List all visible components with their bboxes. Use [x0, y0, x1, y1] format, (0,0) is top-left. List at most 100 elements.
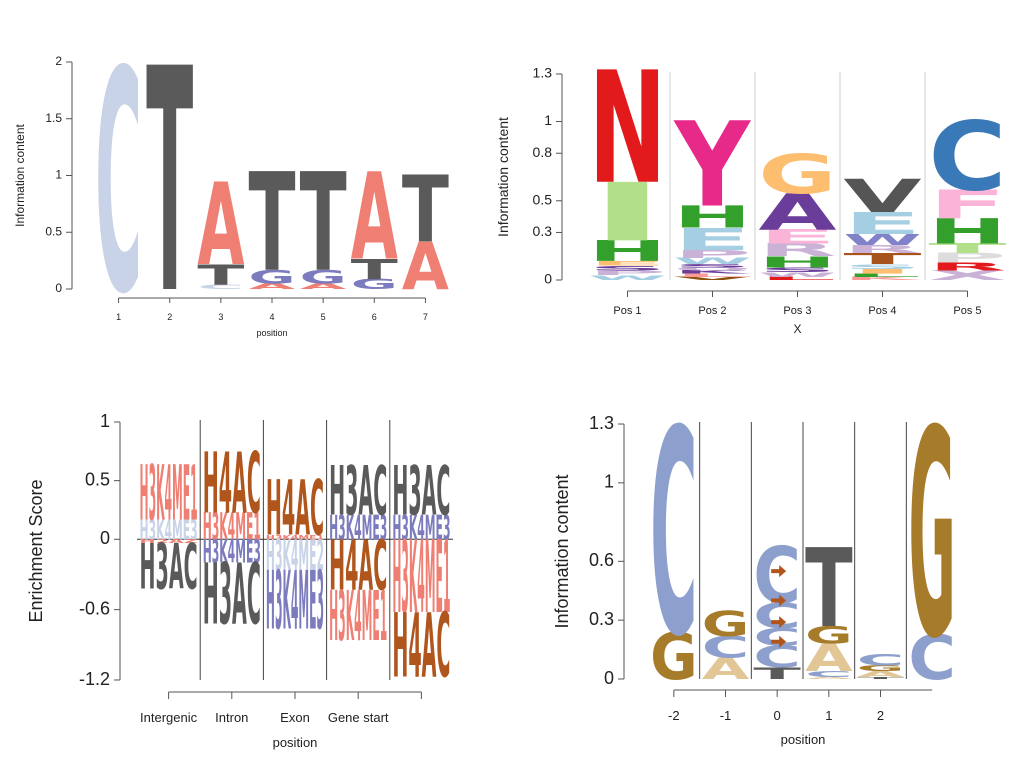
logo-letter: H3K4ME3: [203, 533, 261, 571]
transition-arrow-icon: [771, 565, 787, 578]
y-tick-label: 0.3: [533, 223, 553, 239]
logo-letter: P: [588, 269, 666, 277]
y-tick-label: 0.3: [589, 609, 614, 629]
y-tick-label: 0.5: [85, 469, 110, 489]
logo-letter: H: [758, 253, 836, 271]
logo-letter: W: [843, 231, 921, 249]
logo-letter: G: [702, 604, 750, 644]
y-tick-label: 1: [604, 472, 614, 492]
logo-letter: H: [928, 212, 1006, 252]
logo-letter: A: [197, 159, 244, 291]
logo-letter: Q: [673, 267, 751, 272]
logo-letter: S: [843, 263, 921, 271]
logo-letter: C: [197, 283, 244, 290]
x-tick-label: Pos 3: [783, 305, 811, 317]
logo-letter: H3K4ME3: [392, 508, 450, 547]
logo-letter: T: [300, 145, 347, 302]
logo-panel-2: 0 0.3 0.5 0.8 1 1.3 Information content Pos 1 Po…: [495, 40, 1007, 336]
logo-letter: A: [300, 282, 348, 291]
x-tick-label: 0: [774, 708, 781, 723]
logo-letter: T: [402, 158, 449, 264]
y-axis-label: Information content: [552, 474, 572, 628]
logo-letter: G: [908, 371, 956, 702]
logo-letter: H3K4ME1: [266, 534, 324, 541]
x-tick-label: -1: [720, 708, 732, 723]
y-tick-label: 0.8: [533, 144, 553, 160]
logo-letter: H4AC: [392, 596, 450, 698]
logo-letter: E: [758, 226, 836, 249]
y-tick-label: 0.6: [589, 550, 614, 570]
logo-letter: C: [928, 101, 1006, 212]
y-tick-label: -0.6: [79, 598, 110, 618]
x-axis-label: position: [781, 732, 826, 747]
logo-letter: T: [805, 528, 853, 653]
y-tick-label: 1: [55, 168, 62, 182]
logo-letter: A: [351, 149, 398, 288]
logo-letter: T: [928, 241, 1007, 256]
logo-letter: E: [588, 260, 666, 268]
logo-letter: H3K4ME1: [392, 519, 450, 636]
logo-letter: H3AC: [392, 452, 450, 531]
logo-letter: F: [928, 183, 1006, 228]
x-tick-label: Gene start: [328, 710, 389, 725]
x-tick-label: 5: [321, 312, 326, 322]
logo-letter: H: [673, 200, 751, 235]
logo-letter: T: [248, 145, 295, 302]
logo-letter: H3K4ME1: [140, 449, 198, 537]
y-tick-label: 0: [55, 281, 62, 295]
logo-letter: A: [758, 183, 837, 241]
logo-letter: P: [673, 248, 751, 261]
logo-letter: R: [928, 261, 1006, 274]
logo-letter: G: [300, 266, 347, 288]
logo-letter: I: [843, 268, 921, 276]
x-tick-label: 7: [423, 312, 428, 322]
y-tick-label: 1: [544, 112, 552, 128]
logo-letter: L: [758, 276, 836, 281]
y-tick-label: -1.2: [79, 669, 110, 689]
logo-letter: G: [857, 664, 905, 673]
logo-letter: H3K4ME1: [203, 507, 261, 549]
x-tick-label: Intron: [215, 710, 248, 725]
y-tick-label: 2: [55, 54, 62, 68]
logo-letter: S: [758, 266, 836, 274]
y-tick-label: 1.5: [45, 111, 62, 125]
logo-letter: N: [588, 40, 666, 219]
x-axis-label: X: [793, 322, 801, 336]
x-tick-label: Exon: [280, 710, 310, 725]
y-axis-label: Information content: [495, 117, 511, 237]
logo-letter: V: [843, 170, 922, 223]
y-tick-label: 1.3: [533, 65, 553, 81]
logo-letter: H3K4ME3: [329, 508, 387, 547]
logo-letter: C: [857, 651, 905, 670]
logo-letter: V: [673, 276, 751, 281]
logo-letter: C: [650, 371, 698, 699]
logo-letter: G: [805, 622, 853, 650]
x-tick-label: 3: [218, 312, 223, 322]
x-axis-label: position: [273, 735, 318, 750]
logo-letter: A: [248, 282, 296, 291]
logo-letter: R: [758, 240, 836, 260]
x-tick-label: 4: [269, 312, 274, 322]
y-tick-label: 0: [544, 271, 552, 287]
logo-letter: H2AZ: [140, 539, 198, 545]
logo-letter: H3AC: [140, 530, 198, 603]
logo-letter: H3K4ME2: [266, 533, 324, 581]
logo-letter: E: [673, 222, 751, 258]
x-tick-label: Pos 4: [868, 305, 896, 317]
x-tick-label: 2: [877, 708, 884, 723]
y-axis-label: Enrichment Score: [26, 479, 46, 622]
logo-letter: G: [650, 620, 698, 695]
logo-letter: E: [843, 206, 921, 242]
logo-letter: W: [588, 274, 666, 282]
logo-letter: A: [805, 677, 853, 680]
logo-letter: R: [843, 243, 921, 256]
logo-letter: C: [753, 623, 801, 651]
logo-letter: G: [248, 266, 295, 288]
logo-panel-3: 1 0.5 0 -0.6 -1.2 Enrichment Score Intergenic I…: [26, 411, 453, 750]
logo-letter: C: [908, 621, 956, 693]
logo-letter: H3AC: [329, 452, 387, 531]
logo-letter: H3AC: [203, 548, 261, 644]
transition-arrow-icon: [771, 635, 787, 648]
logo-letter: W: [758, 271, 836, 279]
